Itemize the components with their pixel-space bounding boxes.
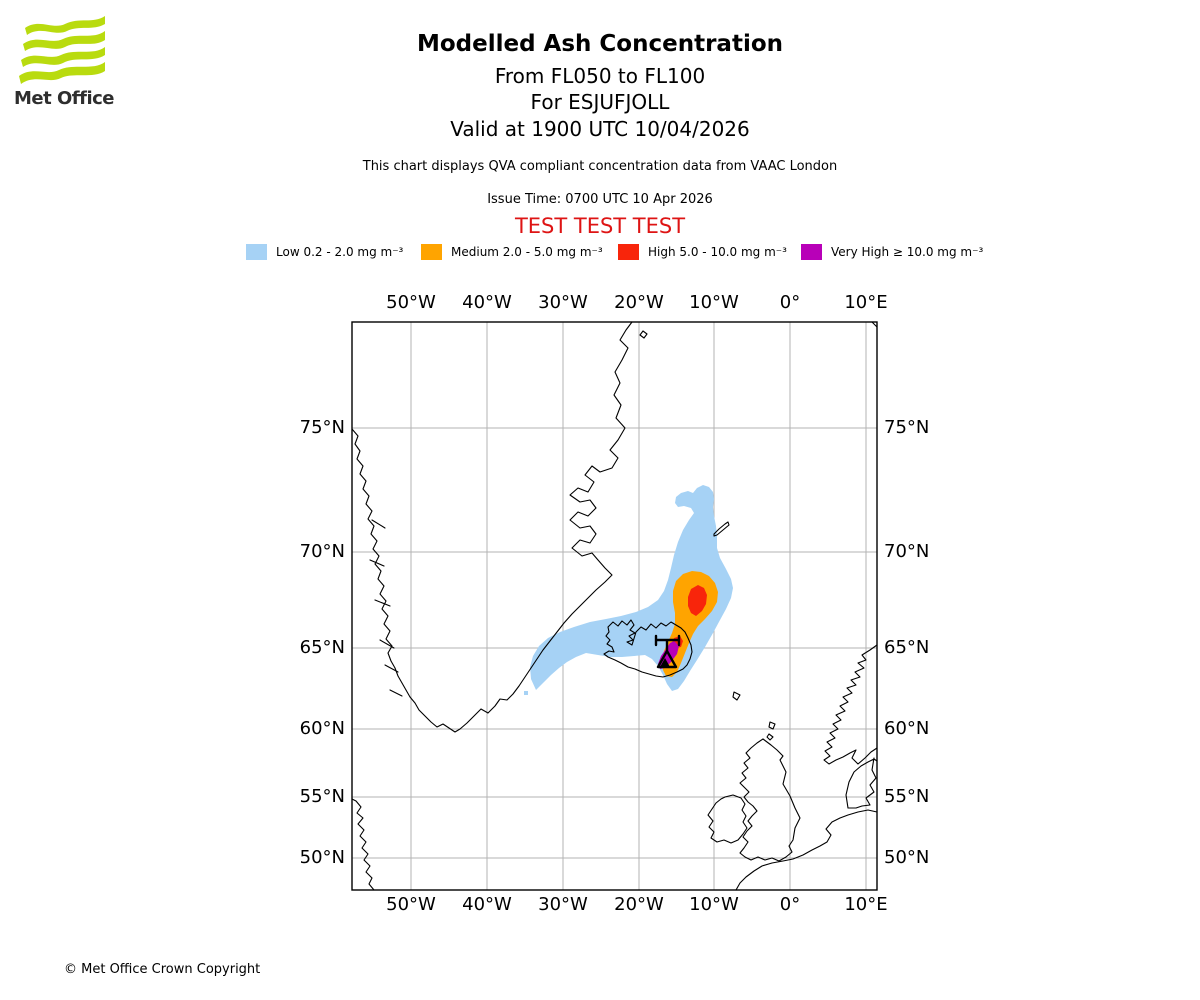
lon-label-top-20w: 20°W xyxy=(614,292,664,313)
lat-label-left-60n: 60°N xyxy=(299,718,345,739)
subtitle-volcano: For ESJUFJOLL xyxy=(530,90,670,114)
lon-label-bottom-10e: 10°E xyxy=(844,894,888,915)
issue-time: Issue Time: 0700 UTC 10 Apr 2026 xyxy=(487,192,713,207)
lon-label-top-10w: 10°W xyxy=(689,292,739,313)
legend-label-very-high: Very High ≥ 10.0 mg m⁻³ xyxy=(831,245,984,259)
lon-label-top-0: 0° xyxy=(779,292,801,313)
legend-label-low: Low 0.2 - 2.0 mg m⁻³ xyxy=(276,245,404,259)
lon-label-top-30w: 30°W xyxy=(538,292,588,313)
legend-swatch-very-high xyxy=(801,244,822,260)
page-title: Modelled Ash Concentration xyxy=(416,31,784,57)
legend-item-very-high: Very High ≥ 10.0 mg m⁻³ xyxy=(801,244,983,260)
test-banner: TEST TEST TEST xyxy=(514,214,686,238)
met-office-logo xyxy=(19,16,105,84)
lat-label-left-75n: 75°N xyxy=(299,417,345,438)
lon-label-bottom-20w: 20°W xyxy=(614,894,664,915)
qva-info-line: This chart displays QVA compliant concen… xyxy=(362,159,838,174)
lon-label-bottom-10w: 10°W xyxy=(689,894,739,915)
ash-concentration-map xyxy=(351,321,878,891)
lat-label-right-65n: 65°N xyxy=(884,637,930,658)
lat-label-left-70n: 70°N xyxy=(299,541,345,562)
lat-label-right-60n: 60°N xyxy=(884,718,930,739)
legend-item-high: High 5.0 - 10.0 mg m⁻³ xyxy=(618,244,787,260)
copyright-notice: © Met Office Crown Copyright xyxy=(64,962,261,977)
lat-label-left-50n: 50°N xyxy=(299,847,345,868)
lat-label-left-65n: 65°N xyxy=(299,637,345,658)
legend-swatch-low xyxy=(246,244,267,260)
lon-label-bottom-50w: 50°W xyxy=(386,894,436,915)
volcano-icon xyxy=(654,634,681,669)
lon-label-bottom-30w: 30°W xyxy=(538,894,588,915)
logo-waves-icon xyxy=(19,16,105,84)
legend-swatch-high xyxy=(618,244,639,260)
lat-label-right-75n: 75°N xyxy=(884,417,930,438)
graticule-grid xyxy=(352,322,877,890)
subtitle-flight-levels: From FL050 to FL100 xyxy=(494,64,706,88)
lat-label-right-55n: 55°N xyxy=(884,786,930,807)
lat-label-right-70n: 70°N xyxy=(884,541,930,562)
lon-label-top-40w: 40°W xyxy=(462,292,512,313)
lon-label-bottom-40w: 40°W xyxy=(462,894,512,915)
lat-label-right-50n: 50°N xyxy=(884,847,930,868)
legend-label-medium: Medium 2.0 - 5.0 mg m⁻³ xyxy=(451,245,603,259)
lon-label-top-50w: 50°W xyxy=(386,292,436,313)
map-frame xyxy=(351,321,878,891)
logo-wordmark: Met Office xyxy=(14,88,115,109)
subtitle-valid-time: Valid at 1900 UTC 10/04/2026 xyxy=(450,117,750,141)
lat-label-left-55n: 55°N xyxy=(299,786,345,807)
coastlines xyxy=(351,321,878,891)
legend-swatch-medium xyxy=(421,244,442,260)
legend-item-low: Low 0.2 - 2.0 mg m⁻³ xyxy=(246,244,403,260)
legend-item-medium: Medium 2.0 - 5.0 mg m⁻³ xyxy=(421,244,603,260)
lon-label-bottom-0: 0° xyxy=(779,894,801,915)
lon-label-top-10e: 10°E xyxy=(844,292,888,313)
legend-label-high: High 5.0 - 10.0 mg m⁻³ xyxy=(648,245,787,259)
